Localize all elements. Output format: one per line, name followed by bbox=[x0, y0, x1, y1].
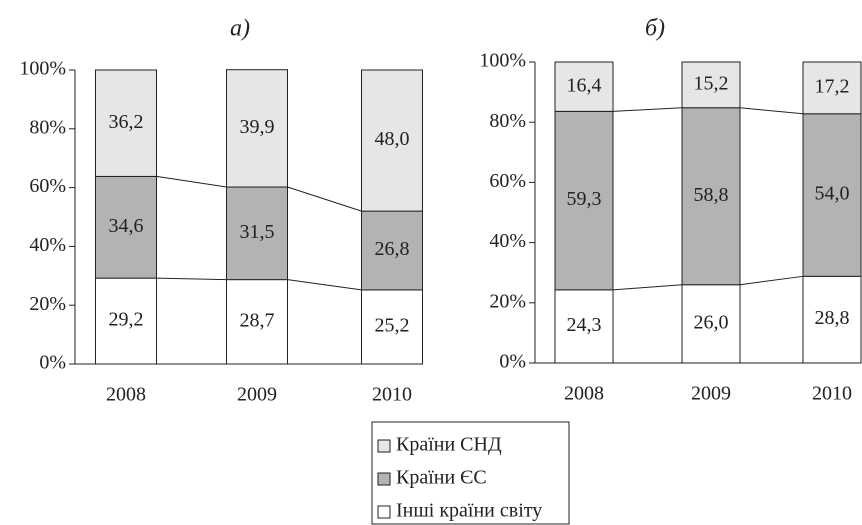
chart-title: а) bbox=[230, 16, 250, 42]
y-tick-label: 0% bbox=[499, 351, 526, 373]
x-tick-label: 2010 bbox=[812, 383, 852, 405]
bar-segment bbox=[554, 289, 614, 364]
value-label: 48,0 bbox=[375, 128, 410, 150]
y-tick-label: 80% bbox=[489, 110, 526, 132]
connector bbox=[612, 284, 683, 291]
y-tick-label: 100% bbox=[479, 50, 526, 72]
value-label: 26,8 bbox=[375, 238, 410, 260]
connector bbox=[739, 275, 804, 286]
bar-segment bbox=[95, 175, 157, 279]
y-tick-label: 0% bbox=[39, 352, 66, 374]
bar-segment bbox=[226, 69, 288, 188]
bar-segment bbox=[681, 107, 741, 286]
x-tick-label: 2009 bbox=[691, 383, 731, 405]
bar-segment bbox=[681, 61, 741, 109]
bar-segment bbox=[554, 61, 614, 112]
y-tick-label: 40% bbox=[489, 230, 526, 252]
legend-label: Країни ЄС bbox=[396, 467, 487, 489]
legend-swatch bbox=[377, 505, 391, 519]
value-label: 15,2 bbox=[694, 72, 729, 94]
value-label: 58,8 bbox=[694, 184, 729, 206]
value-label: 25,2 bbox=[375, 315, 410, 337]
x-tick-label: 2008 bbox=[106, 384, 146, 406]
y-tick-label: 100% bbox=[19, 58, 66, 80]
connector bbox=[739, 107, 804, 115]
value-label: 16,4 bbox=[567, 74, 602, 96]
bar-segment bbox=[802, 61, 862, 115]
value-label: 36,2 bbox=[109, 111, 144, 133]
y-tick-label: 20% bbox=[489, 290, 526, 312]
connector bbox=[156, 175, 227, 188]
legend-box bbox=[371, 421, 570, 525]
chart-title: б) bbox=[645, 16, 665, 42]
bar-segment bbox=[95, 277, 157, 365]
value-label: 34,6 bbox=[109, 215, 144, 237]
value-label: 28,8 bbox=[815, 307, 850, 329]
value-label: 31,5 bbox=[240, 221, 275, 243]
bar-segment bbox=[95, 69, 157, 177]
value-label: 54,0 bbox=[815, 183, 850, 205]
legend-label: Країни СНД bbox=[396, 434, 502, 456]
y-tick-label: 80% bbox=[29, 116, 66, 138]
x-tick-label: 2008 bbox=[564, 383, 604, 405]
legend-swatch bbox=[377, 439, 391, 453]
bar-segment bbox=[681, 284, 741, 364]
value-label: 59,3 bbox=[567, 188, 602, 210]
legend-label: Інші країни світу bbox=[396, 500, 542, 522]
bar-segment bbox=[554, 110, 614, 291]
connector bbox=[612, 107, 683, 112]
bar-segment bbox=[226, 279, 288, 365]
legend-swatch bbox=[377, 472, 391, 486]
bar-segment bbox=[361, 210, 423, 291]
y-tick-label: 60% bbox=[489, 170, 526, 192]
value-label: 39,9 bbox=[240, 116, 275, 138]
value-label: 24,3 bbox=[567, 314, 602, 336]
bar-segment bbox=[361, 289, 423, 365]
y-tick-label: 40% bbox=[29, 234, 66, 256]
connector bbox=[156, 277, 227, 281]
value-label: 26,0 bbox=[694, 311, 729, 333]
bar-segment bbox=[361, 69, 423, 212]
y-tick-label: 60% bbox=[29, 175, 66, 197]
x-tick-label: 2010 bbox=[372, 384, 412, 406]
connector bbox=[287, 186, 362, 212]
value-label: 29,2 bbox=[109, 309, 144, 331]
value-label: 17,2 bbox=[815, 75, 850, 97]
y-tick-label: 20% bbox=[29, 293, 66, 315]
connector bbox=[287, 279, 362, 291]
bar-segment bbox=[802, 275, 862, 364]
value-label: 28,7 bbox=[240, 309, 275, 331]
x-tick-label: 2009 bbox=[237, 384, 277, 406]
